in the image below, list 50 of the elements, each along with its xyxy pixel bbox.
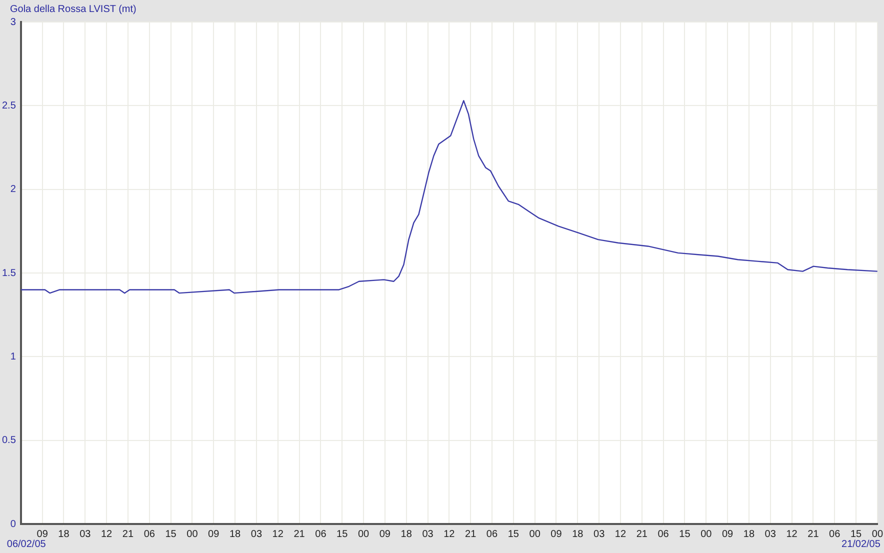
y-tick-label: 1: [10, 351, 16, 362]
x-tick-label: 03: [764, 528, 776, 540]
x-tick-label: 03: [422, 528, 434, 540]
x-tick-label: 21: [294, 528, 306, 540]
x-tick-label: 15: [850, 528, 862, 540]
x-tick-label: 06: [315, 528, 327, 540]
x-tick-label: 00: [529, 528, 541, 540]
x-tick-label: 00: [872, 528, 884, 540]
x-tick-label: 09: [379, 528, 391, 540]
x-tick-label: 06: [829, 528, 841, 540]
x-tick-label: 15: [336, 528, 348, 540]
x-tick-label: 06: [144, 528, 156, 540]
x-tick-label: 12: [786, 528, 798, 540]
text: 06/02/05: [6, 538, 46, 550]
x-tick-label: 18: [58, 528, 70, 540]
chart-title: Gola della Rossa LVIST (mt): [10, 4, 136, 15]
x-tick-label: 00: [700, 528, 712, 540]
y-tick-label: 0: [10, 518, 16, 530]
text: 21/02/05: [842, 538, 881, 550]
x-tick-label: 21: [636, 528, 648, 540]
x-tick-label: 18: [743, 528, 755, 540]
x-tick-label: 00: [186, 528, 198, 540]
y-tick-label: 3: [10, 16, 16, 28]
x-tick-label: 15: [508, 528, 520, 540]
x-tick-label: 06: [486, 528, 498, 540]
x-tick-label: 12: [100, 528, 113, 540]
x-tick-label: 03: [80, 528, 92, 540]
x-tick-label: 15: [679, 528, 691, 540]
x-tick-label: 21: [122, 528, 134, 540]
y-tick-label: 2.5: [2, 100, 16, 112]
x-tick-label: 06: [658, 528, 670, 540]
x-tick-label: 00: [358, 528, 370, 540]
x-tick-label: 12: [272, 528, 284, 540]
x-tick-label: 18: [229, 528, 242, 540]
x-tick-label: 09: [36, 528, 48, 540]
x-tick-label: 12: [444, 528, 456, 540]
y-tick-label: 2: [10, 184, 16, 196]
x-tick-label: 09: [722, 528, 734, 540]
x-tick-label: 09: [550, 528, 562, 540]
y-tick-label: 0.5: [2, 435, 16, 446]
x-tick-label: 03: [594, 528, 606, 540]
x-tick-label: 21: [465, 528, 477, 540]
x-tick-label: 09: [208, 528, 220, 540]
x-tick-label: 21: [808, 528, 820, 540]
y-tick-label: 1.5: [2, 268, 16, 279]
x-tick-label: 15: [165, 528, 177, 540]
x-tick-label: 18: [400, 528, 412, 540]
x-tick-label: 03: [250, 528, 262, 540]
x-tick-label: 12: [614, 528, 626, 540]
x-tick-label: 18: [572, 528, 584, 540]
